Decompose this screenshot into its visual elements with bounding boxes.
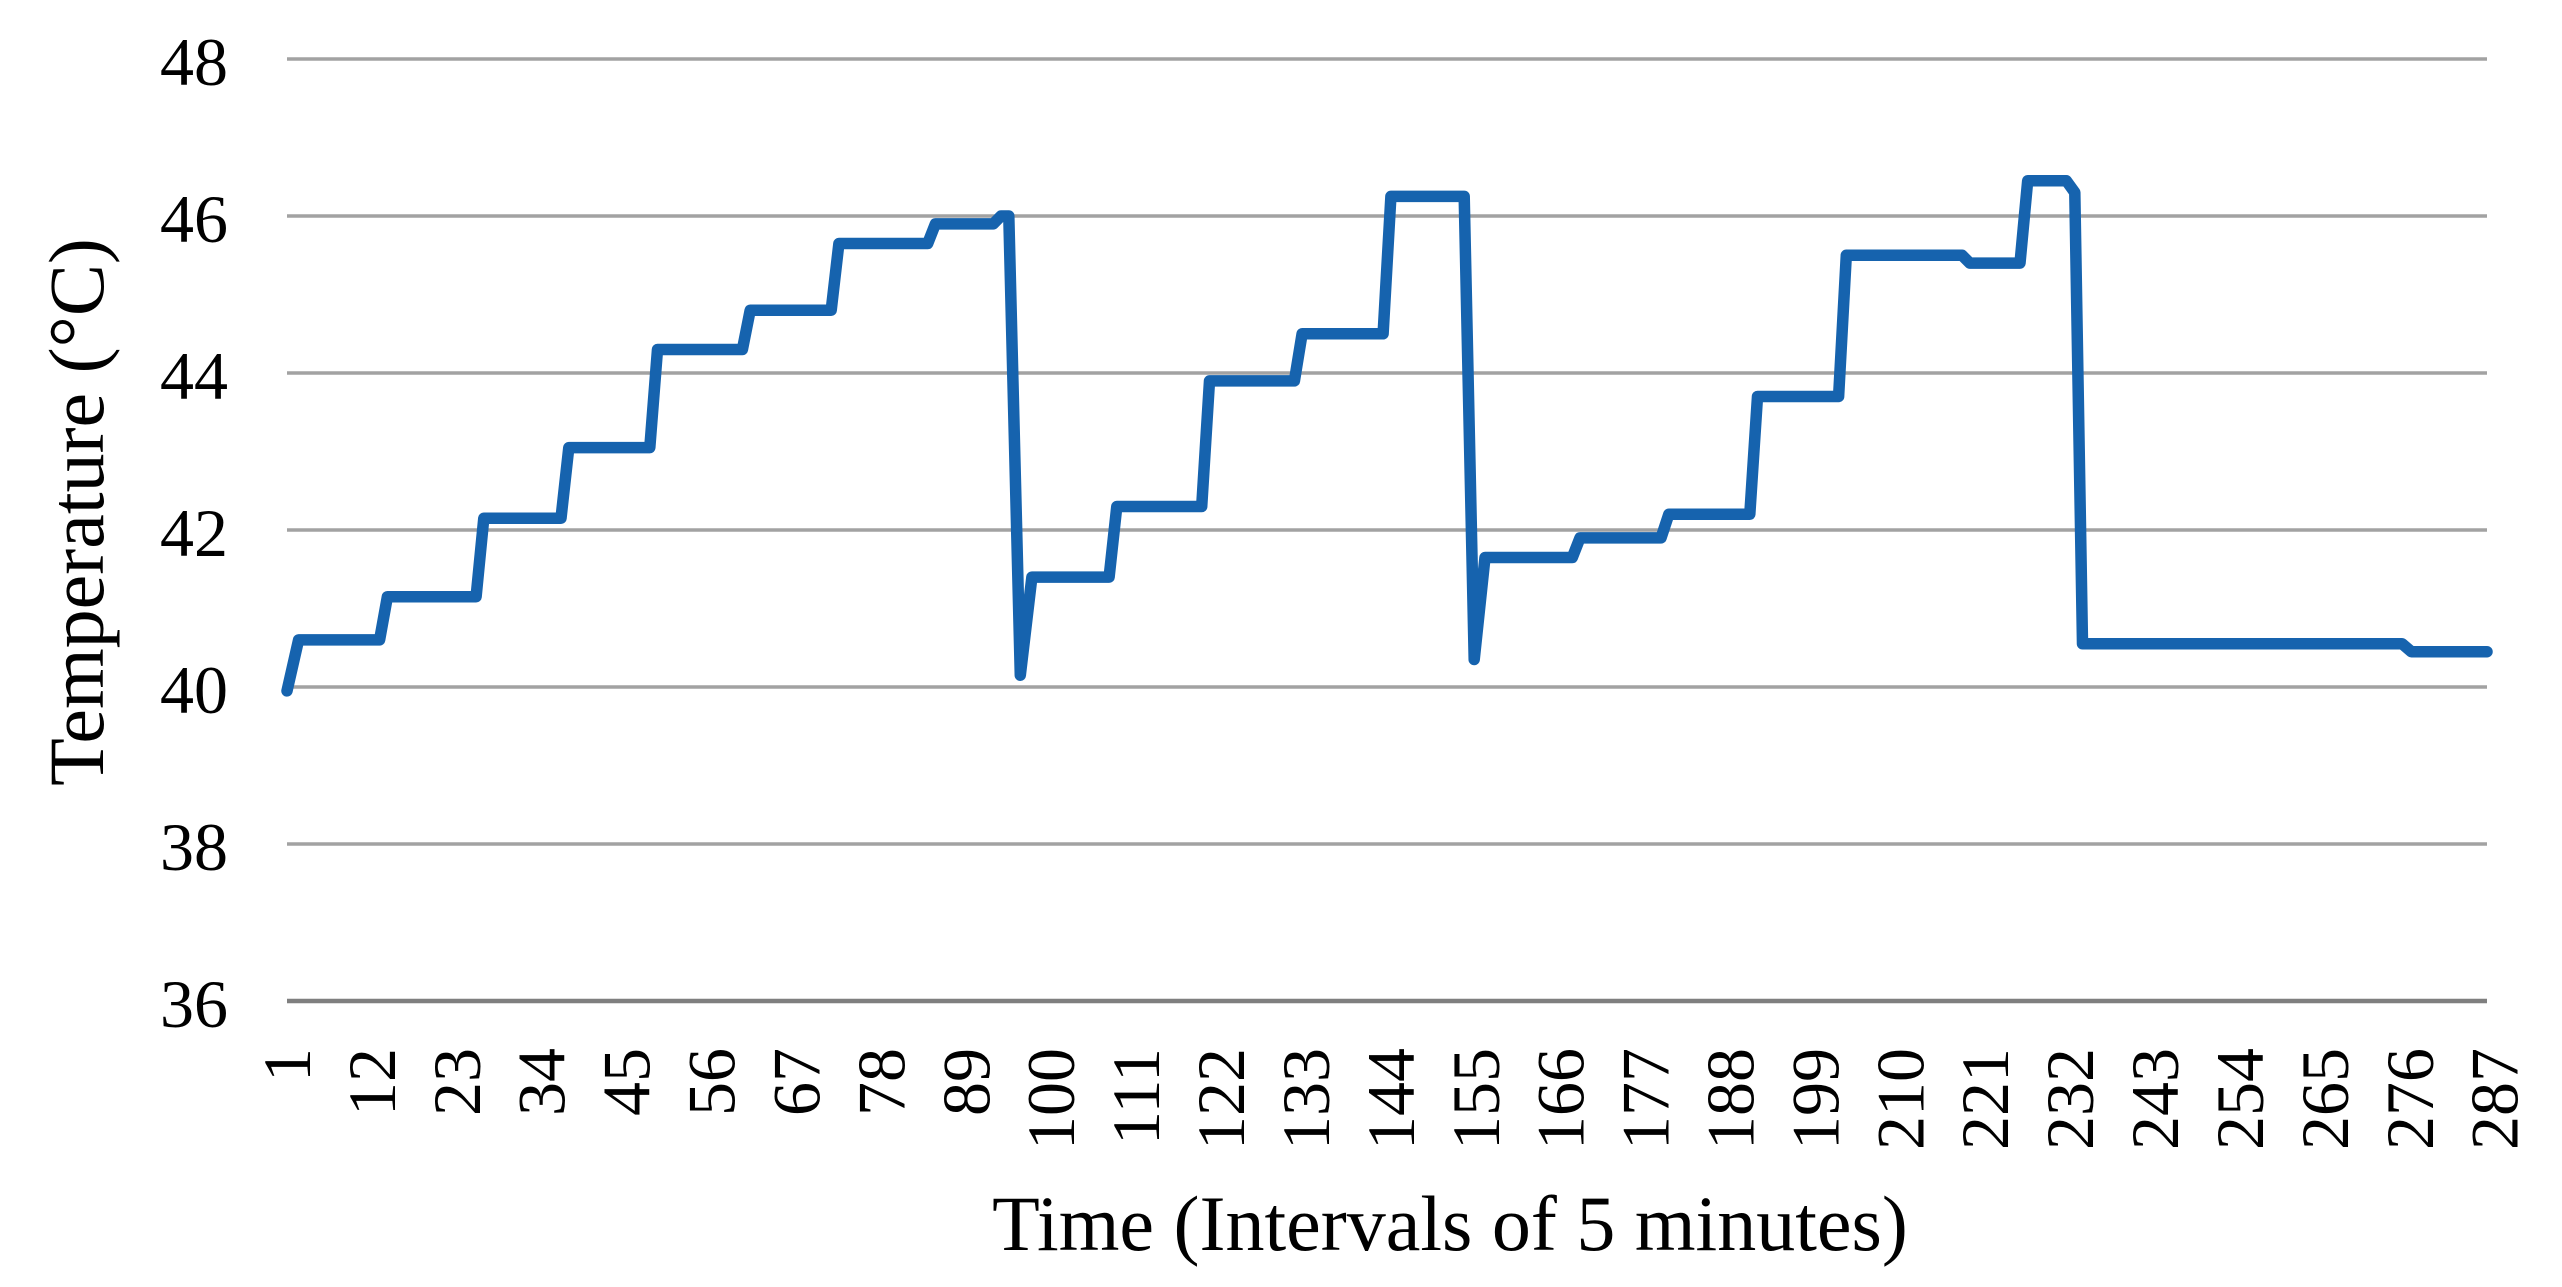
x-tick-label-67: 67 — [759, 1048, 835, 1116]
x-tick-label-89: 89 — [928, 1048, 1004, 1116]
x-tick-label-12: 12 — [334, 1048, 410, 1116]
x-axis-tick-labels: 1 12 23 34 45 56 67 78 89 100 111 122 133 144 155 166 17… — [249, 1048, 2533, 1150]
x-tick-label-276: 276 — [2372, 1048, 2448, 1150]
series-temperature — [281, 174, 2493, 697]
y-tick-label-42: 42 — [160, 495, 228, 571]
x-tick-label-56: 56 — [674, 1048, 750, 1116]
x-tick-label-155: 155 — [1438, 1048, 1514, 1150]
temperature-series-line — [281, 174, 2493, 697]
x-tick-label-199: 199 — [1777, 1048, 1853, 1150]
x-tick-label-177: 177 — [1608, 1048, 1684, 1150]
y-tick-label-48: 48 — [160, 24, 228, 100]
x-tick-label-111: 111 — [1098, 1048, 1174, 1145]
x-tick-label-45: 45 — [589, 1048, 665, 1116]
x-tick-label-166: 166 — [1523, 1048, 1599, 1150]
y-tick-label-46: 46 — [160, 181, 228, 257]
x-tick-label-221: 221 — [1947, 1048, 2023, 1150]
x-tick-label-100: 100 — [1013, 1048, 1089, 1150]
y-tick-label-44: 44 — [160, 338, 228, 414]
x-tick-label-232: 232 — [2032, 1048, 2108, 1150]
x-tick-label-23: 23 — [419, 1048, 495, 1116]
y-tick-label-38: 38 — [160, 809, 228, 885]
y-tick-label-40: 40 — [160, 652, 228, 728]
y-axis-title: Temperature (°C) — [33, 238, 120, 786]
x-tick-label-122: 122 — [1183, 1048, 1259, 1150]
y-axis-tick-labels: 36 38 40 42 44 46 48 — [160, 24, 228, 1042]
x-tick-label-188: 188 — [1693, 1048, 1769, 1150]
x-tick-label-34: 34 — [504, 1048, 580, 1116]
x-tick-label-287: 287 — [2457, 1048, 2533, 1150]
y-tick-label-36: 36 — [160, 966, 228, 1042]
x-axis-title: Time (Intervals of 5 minutes) — [992, 1180, 1908, 1267]
x-tick-label-1: 1 — [249, 1048, 325, 1082]
x-tick-label-243: 243 — [2117, 1048, 2193, 1150]
x-tick-label-265: 265 — [2287, 1048, 2363, 1150]
x-tick-label-210: 210 — [1862, 1048, 1938, 1150]
x-tick-label-254: 254 — [2202, 1048, 2278, 1150]
x-tick-label-144: 144 — [1353, 1048, 1429, 1150]
x-tick-label-133: 133 — [1268, 1048, 1344, 1150]
x-tick-label-78: 78 — [843, 1048, 919, 1116]
